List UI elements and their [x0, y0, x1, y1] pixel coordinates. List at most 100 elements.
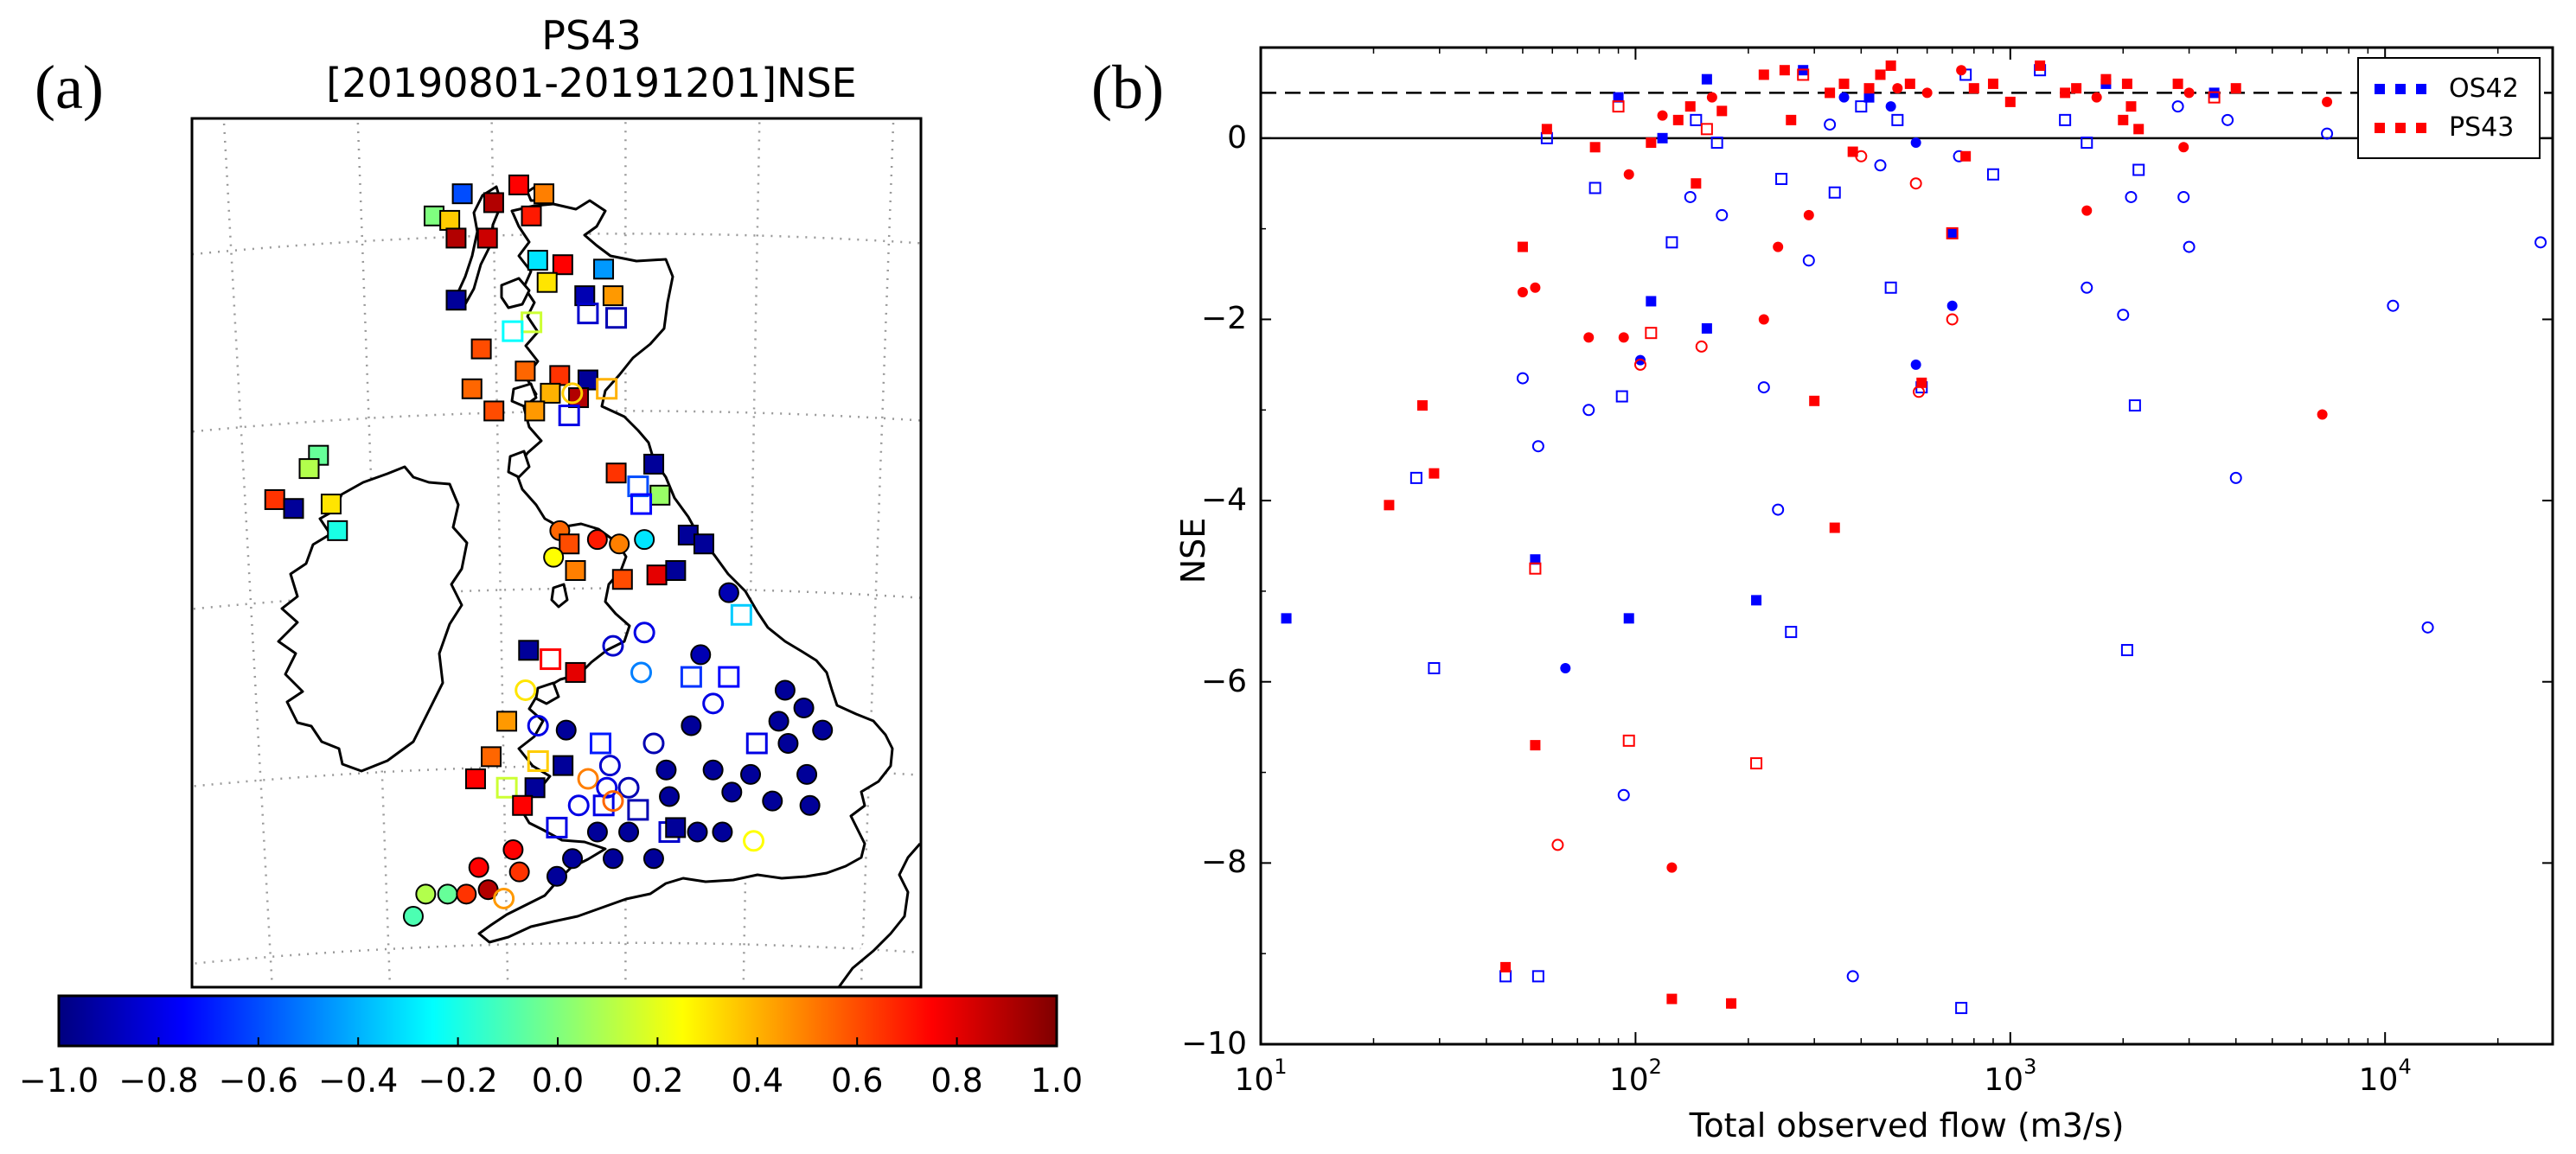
station-marker	[524, 777, 546, 799]
legend-markers	[2375, 84, 2426, 133]
point-os42	[2128, 399, 2141, 412]
station-marker	[602, 790, 624, 813]
colorbar-tick-label: 0.4	[731, 1062, 784, 1100]
series-ps43	[1384, 60, 2333, 1009]
point-ps43	[1551, 838, 1564, 851]
point-ps43	[2322, 96, 2333, 107]
point-ps43	[2208, 91, 2221, 104]
station-marker	[627, 799, 649, 821]
station-marker	[546, 865, 567, 887]
station-marker	[665, 817, 687, 838]
station-marker	[596, 378, 618, 400]
colorbar-tick-label: −0.4	[318, 1062, 399, 1100]
station-marker	[690, 644, 712, 666]
point-ps43	[1750, 757, 1763, 770]
station-marker	[618, 821, 640, 843]
point-ps43	[2118, 114, 2129, 125]
point-ps43	[1529, 562, 1542, 575]
graticule-meridian	[222, 118, 274, 987]
point-os42	[1757, 381, 1770, 394]
station-marker	[495, 776, 518, 799]
point-os42	[1560, 663, 1571, 674]
station-marker	[508, 861, 530, 883]
point-ps43	[1987, 78, 1998, 89]
station-marker	[518, 640, 540, 661]
point-ps43	[1921, 87, 1933, 99]
station-marker	[740, 763, 762, 785]
station-marker	[812, 719, 834, 741]
point-os42	[1281, 613, 1292, 624]
station-marker	[605, 462, 627, 484]
point-ps43	[1786, 114, 1797, 125]
station-marker	[633, 622, 655, 644]
station-marker	[558, 405, 580, 427]
y-tick-label: −4	[1200, 482, 1247, 519]
point-ps43	[1960, 150, 1972, 162]
point-ps43	[1530, 740, 1541, 751]
station-marker	[659, 786, 681, 807]
station-marker	[602, 634, 624, 657]
point-os42	[1588, 182, 1601, 194]
point-os42	[1623, 613, 1634, 624]
point-os42	[1531, 970, 1544, 983]
uk-map	[57, 117, 1058, 1048]
station-marker	[456, 883, 477, 905]
station-marker	[577, 303, 599, 325]
station-markers	[264, 174, 834, 927]
station-marker	[515, 360, 536, 382]
station-marker	[562, 848, 584, 870]
point-ps43	[1429, 468, 1440, 479]
point-os42	[1785, 626, 1798, 639]
station-marker	[655, 759, 677, 781]
point-ps43	[2183, 87, 2195, 99]
point-os42	[1582, 404, 1595, 417]
station-marker	[602, 848, 623, 870]
legend	[2357, 57, 2541, 159]
y-axis-label: NSE	[1174, 517, 1212, 584]
point-ps43	[1779, 65, 1790, 76]
ireland-outline	[277, 465, 469, 773]
point-os42	[1846, 970, 1859, 983]
station-marker	[527, 250, 548, 271]
point-os42	[2183, 240, 2196, 253]
station-marker	[602, 285, 623, 307]
station-marker	[540, 648, 562, 671]
station-marker	[598, 755, 621, 777]
point-os42	[1665, 236, 1678, 249]
station-marker	[586, 821, 608, 843]
station-marker	[283, 498, 304, 520]
france-coast-outline	[837, 843, 921, 987]
legend-marker-os42	[2375, 84, 2385, 94]
point-os42	[2421, 621, 2434, 634]
x-tick-base: 10	[1234, 1062, 1275, 1098]
point-os42	[2177, 190, 2190, 203]
station-marker	[712, 821, 733, 843]
x-tick-label: 102	[1549, 1056, 1722, 1098]
point-os42	[1855, 100, 1868, 113]
point-ps43	[1706, 92, 1717, 103]
station-marker	[540, 382, 561, 404]
graticule-meridian	[742, 118, 761, 987]
station-marker	[777, 732, 799, 754]
x-tick-label: 101	[1174, 1056, 1347, 1098]
point-os42	[1716, 208, 1729, 221]
legend-marker-ps43	[2375, 123, 2385, 133]
station-marker	[693, 533, 714, 555]
point-ps43	[1909, 177, 1922, 190]
point-ps43	[2004, 96, 2016, 107]
point-ps43	[2230, 83, 2241, 94]
station-marker	[642, 732, 665, 755]
station-marker	[320, 494, 342, 515]
station-marker	[468, 857, 489, 878]
isle-of-man-outline	[550, 583, 569, 609]
station-marker	[483, 400, 505, 422]
station-marker	[546, 816, 568, 838]
point-os42	[2117, 309, 2130, 322]
colorbar-tick-label: 0.0	[531, 1062, 585, 1100]
point-os42	[1530, 554, 1541, 565]
point-ps43	[2178, 142, 2189, 153]
point-ps43	[1758, 69, 1769, 80]
point-ps43	[1700, 123, 1713, 136]
point-ps43	[1622, 734, 1635, 747]
station-marker	[743, 830, 765, 852]
